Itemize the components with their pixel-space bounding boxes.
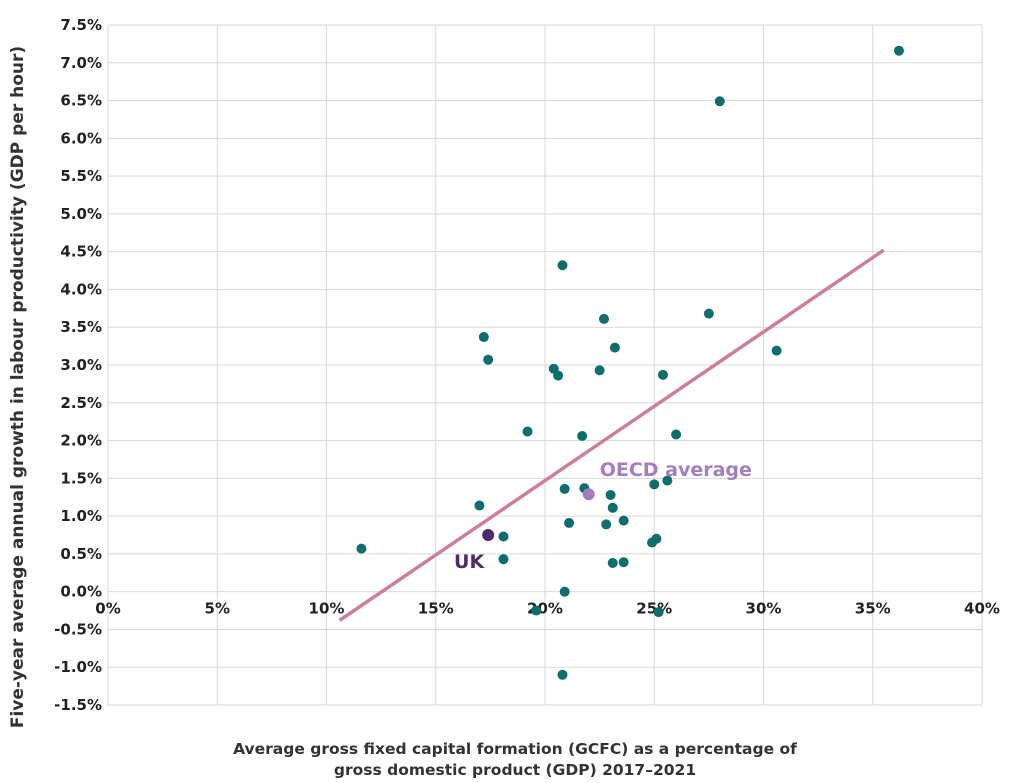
data-point (522, 426, 533, 437)
y-tick-label: 1.5% (60, 469, 102, 487)
data-point (498, 554, 509, 565)
data-point (356, 543, 367, 554)
data-point (601, 519, 612, 530)
data-point (671, 429, 682, 440)
y-tick-label: 1.0% (60, 507, 102, 525)
y-axis-tick-labels: -1.5% -1.0% -0.5% 0.0% 0.5% 1.0% 1.5% 2.0% 2.5% 3… (54, 16, 102, 714)
x-tick-label: 0% (95, 600, 120, 618)
uk-point (482, 529, 495, 541)
data-point (714, 96, 725, 107)
data-point (893, 45, 904, 56)
oecd-average-point (582, 488, 595, 501)
data-point (553, 370, 564, 381)
trend-line (338, 248, 885, 622)
x-axis-title-line-1: Average gross fixed capital formation (G… (233, 740, 797, 758)
data-point (564, 517, 575, 528)
data-point (771, 345, 782, 356)
x-axis-tick-labels: 0% 5% 10% 15% 20% 25% 30% 35% 40% (95, 600, 1000, 618)
x-tick-label: 10% (309, 600, 345, 618)
uk-label: UK (454, 551, 485, 573)
x-tick-label: 5% (205, 600, 230, 618)
data-point (594, 365, 605, 376)
data-point (598, 313, 609, 324)
data-point (657, 369, 668, 380)
grid-lines (107, 24, 983, 706)
data-point (557, 669, 568, 680)
y-tick-label: 2.5% (60, 394, 102, 412)
data-point (498, 531, 509, 542)
data-point (559, 586, 570, 597)
data-point (483, 354, 494, 365)
data-point (557, 260, 568, 271)
data-point (618, 515, 629, 526)
data-point (607, 557, 618, 568)
y-tick-label: -1.5% (54, 696, 102, 714)
data-point (559, 483, 570, 494)
y-tick-label: 0.0% (60, 583, 102, 601)
data-point (607, 502, 618, 513)
data-point (478, 332, 489, 343)
data-point (649, 479, 660, 490)
y-tick-label: 3.5% (60, 318, 102, 336)
y-tick-label: 4.0% (60, 280, 102, 298)
y-tick-label: 4.5% (60, 243, 102, 261)
data-point (577, 431, 588, 442)
y-tick-label: 5.5% (60, 167, 102, 185)
y-axis-title: Five-year average annual growth in labou… (8, 46, 28, 728)
data-point (605, 489, 616, 500)
x-axis-title-line-2: gross domestic product (GDP) 2017–2021 (334, 761, 696, 779)
x-tick-label: 30% (746, 600, 782, 618)
x-tick-label: 35% (855, 600, 891, 618)
data-point (609, 342, 620, 353)
y-tick-label: 0.5% (60, 545, 102, 563)
y-tick-label: -0.5% (54, 620, 102, 638)
x-tick-label: 15% (418, 600, 454, 618)
y-tick-label: 2.0% (60, 432, 102, 450)
data-point (531, 605, 542, 616)
data-point (703, 308, 714, 319)
data-point (653, 607, 664, 618)
y-tick-label: -1.0% (54, 658, 102, 676)
x-tick-label: 40% (964, 600, 1000, 618)
y-tick-label: 5.0% (60, 205, 102, 223)
y-tick-label: 7.5% (60, 16, 102, 34)
y-tick-label: 3.0% (60, 356, 102, 374)
data-point (662, 475, 673, 486)
data-points (356, 45, 904, 680)
data-point (618, 557, 629, 568)
y-tick-label: 7.0% (60, 54, 102, 72)
y-tick-label: 6.5% (60, 92, 102, 110)
data-point (474, 500, 485, 511)
y-tick-label: 6.0% (60, 129, 102, 147)
x-tick-label: 25% (636, 600, 672, 618)
data-point (651, 533, 662, 544)
oecd-average-label: OECD average (600, 459, 752, 481)
